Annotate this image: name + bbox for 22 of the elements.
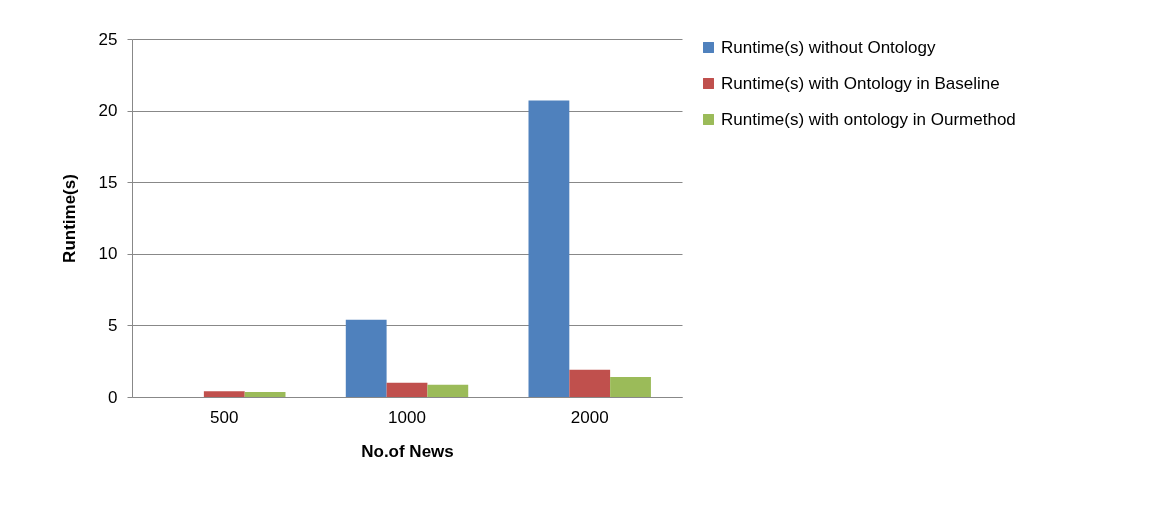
- bar: [427, 384, 469, 397]
- x-tick-label: 1000: [388, 407, 426, 427]
- y-axis-title: Runtime(s): [59, 174, 79, 263]
- x-tick-label: 2000: [570, 407, 609, 427]
- y-tick-label: 5: [108, 315, 118, 335]
- y-tick-label: 0: [108, 387, 118, 407]
- bar: [610, 376, 651, 397]
- legend-label: Runtime(s) without Ontology: [721, 37, 936, 57]
- x-axis-title: No.of News: [361, 441, 454, 461]
- legend-label: Runtime(s) with ontology in Ourmethod: [721, 109, 1016, 129]
- legend-label: Runtime(s) with Ontology in Baseline: [721, 73, 1000, 93]
- bar: [386, 382, 428, 397]
- bar: [244, 391, 286, 397]
- x-tick-label: 500: [210, 407, 239, 427]
- bar: [345, 319, 387, 397]
- y-tick-label: 10: [98, 244, 118, 264]
- y-tick-label: 20: [98, 101, 118, 121]
- y-tick-label: 25: [98, 29, 118, 49]
- bar: [528, 100, 570, 397]
- y-tick-label: 15: [98, 172, 118, 192]
- bar: [569, 369, 611, 397]
- bar: [203, 391, 245, 397]
